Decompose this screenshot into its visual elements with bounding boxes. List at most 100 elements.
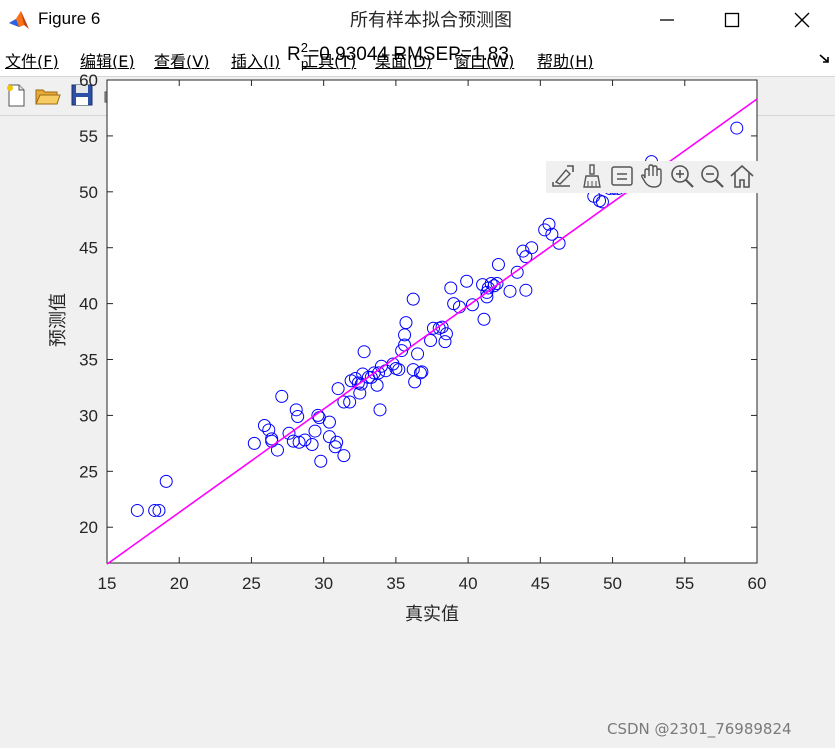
data-point xyxy=(373,403,387,417)
figure-canvas[interactable]: 15 20 25 30 35 40 45 50 55 60 202530354045505560 … xyxy=(0,0,835,633)
y-tick-label: 55 xyxy=(79,127,98,146)
data-point xyxy=(308,424,322,438)
minimize-button[interactable] xyxy=(644,0,690,40)
data-point xyxy=(257,418,271,432)
close-icon xyxy=(794,12,810,28)
data-point xyxy=(130,503,144,517)
data-point xyxy=(406,292,420,306)
data-point xyxy=(519,283,533,297)
menu-desktop[interactable]: 桌面(D) xyxy=(375,52,432,71)
plot-area[interactable] xyxy=(106,79,758,564)
y-tick-label: 45 xyxy=(79,239,98,258)
data-point xyxy=(477,312,491,326)
data-point xyxy=(435,320,449,334)
data-point xyxy=(424,334,438,348)
data-point xyxy=(152,503,166,517)
x-tick-label: 30 xyxy=(314,574,333,593)
data-point xyxy=(354,377,368,391)
chart-title: 所有样本拟合预测图 xyxy=(350,10,512,31)
data-point xyxy=(305,437,319,451)
maximize-button[interactable] xyxy=(709,0,755,40)
data-point xyxy=(331,382,345,396)
y-tick-labels: 20 25 30 35 40 45 50 55 60 xyxy=(79,71,98,537)
x-tick-label: 60 xyxy=(748,574,767,593)
x-tick-label: 20 xyxy=(170,574,189,593)
menu-view[interactable]: 查看(V) xyxy=(154,52,210,71)
axes-toolbar xyxy=(546,161,758,193)
data-point xyxy=(415,365,429,379)
y-axis-label: 预测值 xyxy=(48,293,69,347)
window-title: Figure 6 xyxy=(38,9,101,28)
data-point xyxy=(545,227,559,241)
data-point xyxy=(353,386,367,400)
data-point xyxy=(289,403,303,417)
data-point xyxy=(491,257,505,271)
y-tick-label: 40 xyxy=(79,295,98,314)
menu-file[interactable]: 文件(F) xyxy=(5,52,59,71)
data-point xyxy=(444,281,458,295)
menu-help[interactable]: 帮助(H) xyxy=(537,52,594,71)
zoom-in-icon[interactable] xyxy=(668,162,696,190)
y-tick-label: 25 xyxy=(79,462,98,481)
close-button[interactable] xyxy=(779,0,825,40)
data-point xyxy=(330,435,344,449)
data-point xyxy=(525,241,539,255)
data-point xyxy=(542,217,556,231)
menu-edit[interactable]: 编辑(E) xyxy=(80,52,135,71)
chart-subtitle: R2 p=0.93044 RMSEP=1.83 xyxy=(287,40,509,71)
data-points xyxy=(130,121,744,517)
data-point xyxy=(337,449,351,463)
data-point xyxy=(460,274,474,288)
axis-ticks xyxy=(106,79,758,563)
x-axis-label: 真实值 xyxy=(405,604,459,625)
home-icon[interactable] xyxy=(728,162,756,190)
data-point xyxy=(399,316,413,330)
y-tick-label: 30 xyxy=(79,406,98,425)
x-tick-label: 15 xyxy=(98,574,117,593)
menu-insert[interactable]: 插入(I) xyxy=(231,52,281,71)
new-figure-icon[interactable] xyxy=(2,81,30,109)
datatip-icon[interactable] xyxy=(608,162,636,190)
data-point xyxy=(311,408,325,422)
data-point xyxy=(465,298,479,312)
export-icon[interactable] xyxy=(548,162,576,190)
data-point xyxy=(314,454,328,468)
data-point xyxy=(372,366,386,380)
data-point xyxy=(159,474,173,488)
data-point xyxy=(270,443,284,457)
brush-icon[interactable] xyxy=(578,162,606,190)
data-point xyxy=(439,327,453,341)
zoom-out-icon[interactable] xyxy=(698,162,726,190)
menu-window[interactable]: 窗口(W) xyxy=(454,52,515,71)
data-point xyxy=(337,395,351,409)
data-point xyxy=(247,436,261,450)
open-file-icon[interactable] xyxy=(33,81,61,109)
x-tick-label: 50 xyxy=(603,574,622,593)
data-point xyxy=(291,410,305,424)
y-tick-label: 60 xyxy=(79,71,98,90)
menu-tools[interactable]: 工具(T) xyxy=(302,52,357,71)
data-point xyxy=(292,435,306,449)
data-point xyxy=(413,366,427,380)
data-point xyxy=(552,236,566,250)
data-point xyxy=(487,279,501,293)
data-point xyxy=(148,503,162,517)
x-tick-label: 55 xyxy=(675,574,694,593)
x-tick-label: 45 xyxy=(531,574,550,593)
y-tick-label: 20 xyxy=(79,518,98,537)
save-icon[interactable] xyxy=(68,81,96,109)
minimize-icon xyxy=(660,19,674,21)
matlab-icon xyxy=(9,11,29,29)
data-point xyxy=(282,426,296,440)
data-point xyxy=(595,195,609,209)
pan-icon[interactable] xyxy=(638,162,666,190)
data-point xyxy=(730,121,744,135)
toolbar-overflow-icon[interactable] xyxy=(818,53,832,65)
data-point xyxy=(426,321,440,335)
data-point xyxy=(411,347,425,361)
x-tick-label: 25 xyxy=(242,574,261,593)
data-point xyxy=(510,265,524,279)
data-point xyxy=(481,281,495,295)
data-point xyxy=(343,395,357,409)
data-point xyxy=(357,345,371,359)
